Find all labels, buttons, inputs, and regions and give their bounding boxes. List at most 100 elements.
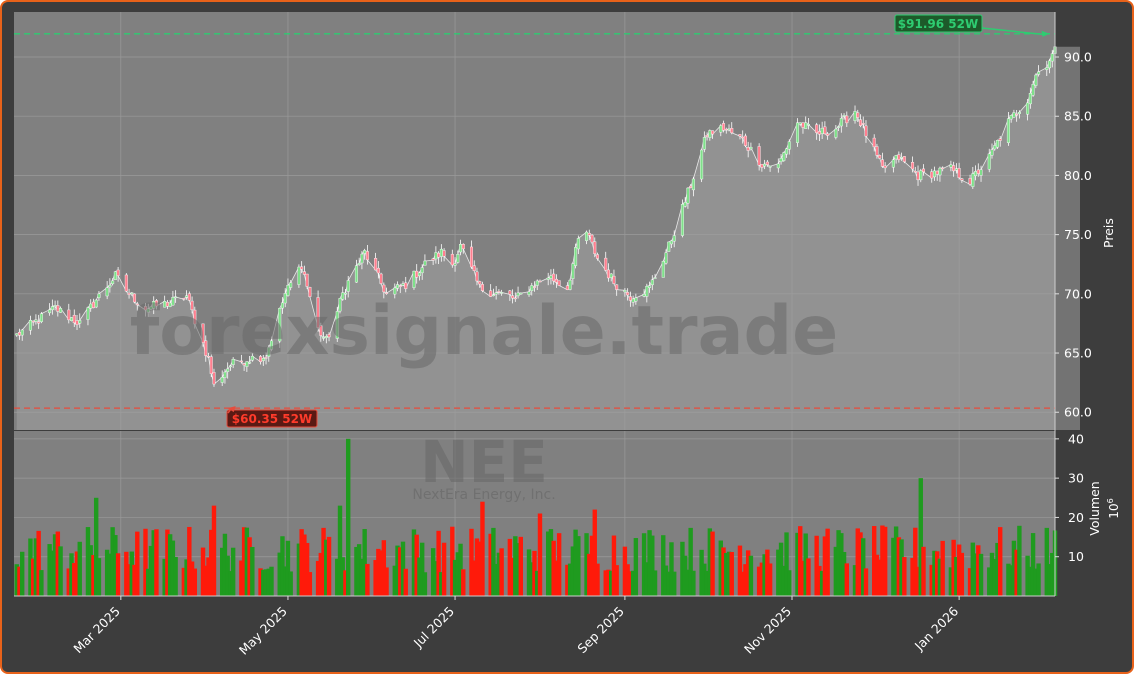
volume-bar	[258, 568, 263, 596]
candle-body	[576, 238, 580, 250]
candle-body	[494, 292, 498, 295]
volume-bar	[759, 562, 765, 596]
candle-body	[53, 305, 57, 307]
volume-bar	[66, 568, 71, 596]
volume-bar	[806, 558, 811, 596]
volume-bar	[110, 527, 115, 596]
volume-bar	[14, 564, 19, 596]
candle-body	[913, 171, 917, 173]
volume-bar	[115, 553, 121, 596]
candle-body	[393, 287, 397, 295]
candle-body	[711, 130, 715, 135]
candle-body	[722, 123, 726, 131]
volume-bar	[587, 553, 592, 596]
volume-bar	[69, 553, 74, 596]
volume-bar	[641, 533, 647, 596]
candle-body	[689, 185, 693, 188]
candle-body	[97, 293, 101, 298]
candle-body	[634, 297, 638, 302]
candle-body	[1045, 67, 1049, 70]
volume-bar	[573, 529, 578, 596]
volume-bar	[726, 551, 732, 596]
candle-body	[779, 158, 783, 163]
volume-bar	[356, 544, 362, 596]
date-tick-label: May 2025	[236, 604, 290, 658]
volume-bar	[1044, 527, 1049, 596]
candle-body	[508, 290, 512, 295]
volume-bar	[143, 528, 148, 596]
candle-body	[59, 308, 63, 313]
volume-bar	[688, 527, 693, 596]
volume-bar	[403, 568, 408, 596]
volume-bar	[710, 531, 715, 596]
volume-bar	[672, 571, 677, 596]
candle-body	[1034, 74, 1038, 86]
candle-body	[289, 282, 293, 288]
volume-bar	[526, 549, 532, 596]
candle-body	[226, 368, 230, 372]
volume-bar	[685, 569, 691, 596]
volume-bar	[472, 560, 477, 596]
volume-bar	[200, 547, 206, 596]
high-52w-arrow	[981, 27, 1047, 36]
candle-body	[491, 294, 495, 296]
candle-body	[749, 146, 753, 150]
candle-body	[776, 163, 780, 169]
candle-body	[604, 257, 608, 271]
volume-bar	[335, 558, 340, 596]
volume-bar	[491, 527, 496, 596]
candle-body	[1015, 114, 1019, 116]
volume-bar	[230, 547, 236, 596]
candle-body	[1012, 112, 1016, 118]
volume-bar	[951, 539, 956, 596]
volume-bar	[874, 554, 880, 596]
candle-body	[143, 306, 147, 311]
candle-body	[856, 112, 860, 118]
candle-body	[932, 170, 936, 178]
volume-bar	[551, 540, 556, 596]
price-tick-label: 80.0	[1064, 168, 1092, 183]
candle-body	[261, 357, 265, 361]
volume-bar	[1025, 555, 1030, 596]
volume-bar	[565, 564, 570, 596]
volume-bar	[532, 550, 537, 596]
volume-bar	[455, 552, 460, 596]
candle-body	[538, 280, 542, 283]
volume-bar	[833, 546, 839, 596]
candle-body	[475, 271, 479, 282]
volume-bar	[863, 568, 869, 596]
volume-bar	[567, 563, 573, 596]
candle-body	[878, 155, 882, 159]
volume-bar	[129, 551, 134, 596]
volume-bar	[280, 536, 285, 596]
volume-bar	[321, 527, 326, 596]
volume-bar	[184, 559, 189, 596]
volume-bar	[740, 571, 745, 596]
volume-bar	[376, 548, 381, 596]
volume-bar	[477, 541, 482, 596]
candle-body	[954, 168, 958, 171]
candle-body	[702, 137, 706, 150]
volume-bar	[354, 546, 359, 596]
candle-body	[787, 141, 791, 150]
candle-body	[437, 252, 441, 258]
candle-body	[568, 279, 572, 290]
candle-body	[248, 362, 252, 364]
candle-body	[415, 270, 419, 278]
volume-bar	[33, 538, 39, 596]
volume-bar	[296, 543, 302, 596]
volume-bar	[589, 535, 595, 596]
candle-body	[1028, 93, 1032, 105]
candle-body	[228, 365, 232, 367]
candle-body	[730, 128, 734, 134]
volume-bar	[970, 542, 976, 596]
volume-bar	[126, 564, 132, 596]
candle-body	[546, 277, 550, 280]
candle-body	[56, 305, 60, 312]
volume-bar	[285, 540, 291, 596]
candle-body	[376, 267, 380, 274]
volume-bar	[1033, 568, 1039, 596]
volume-bar	[628, 571, 633, 596]
